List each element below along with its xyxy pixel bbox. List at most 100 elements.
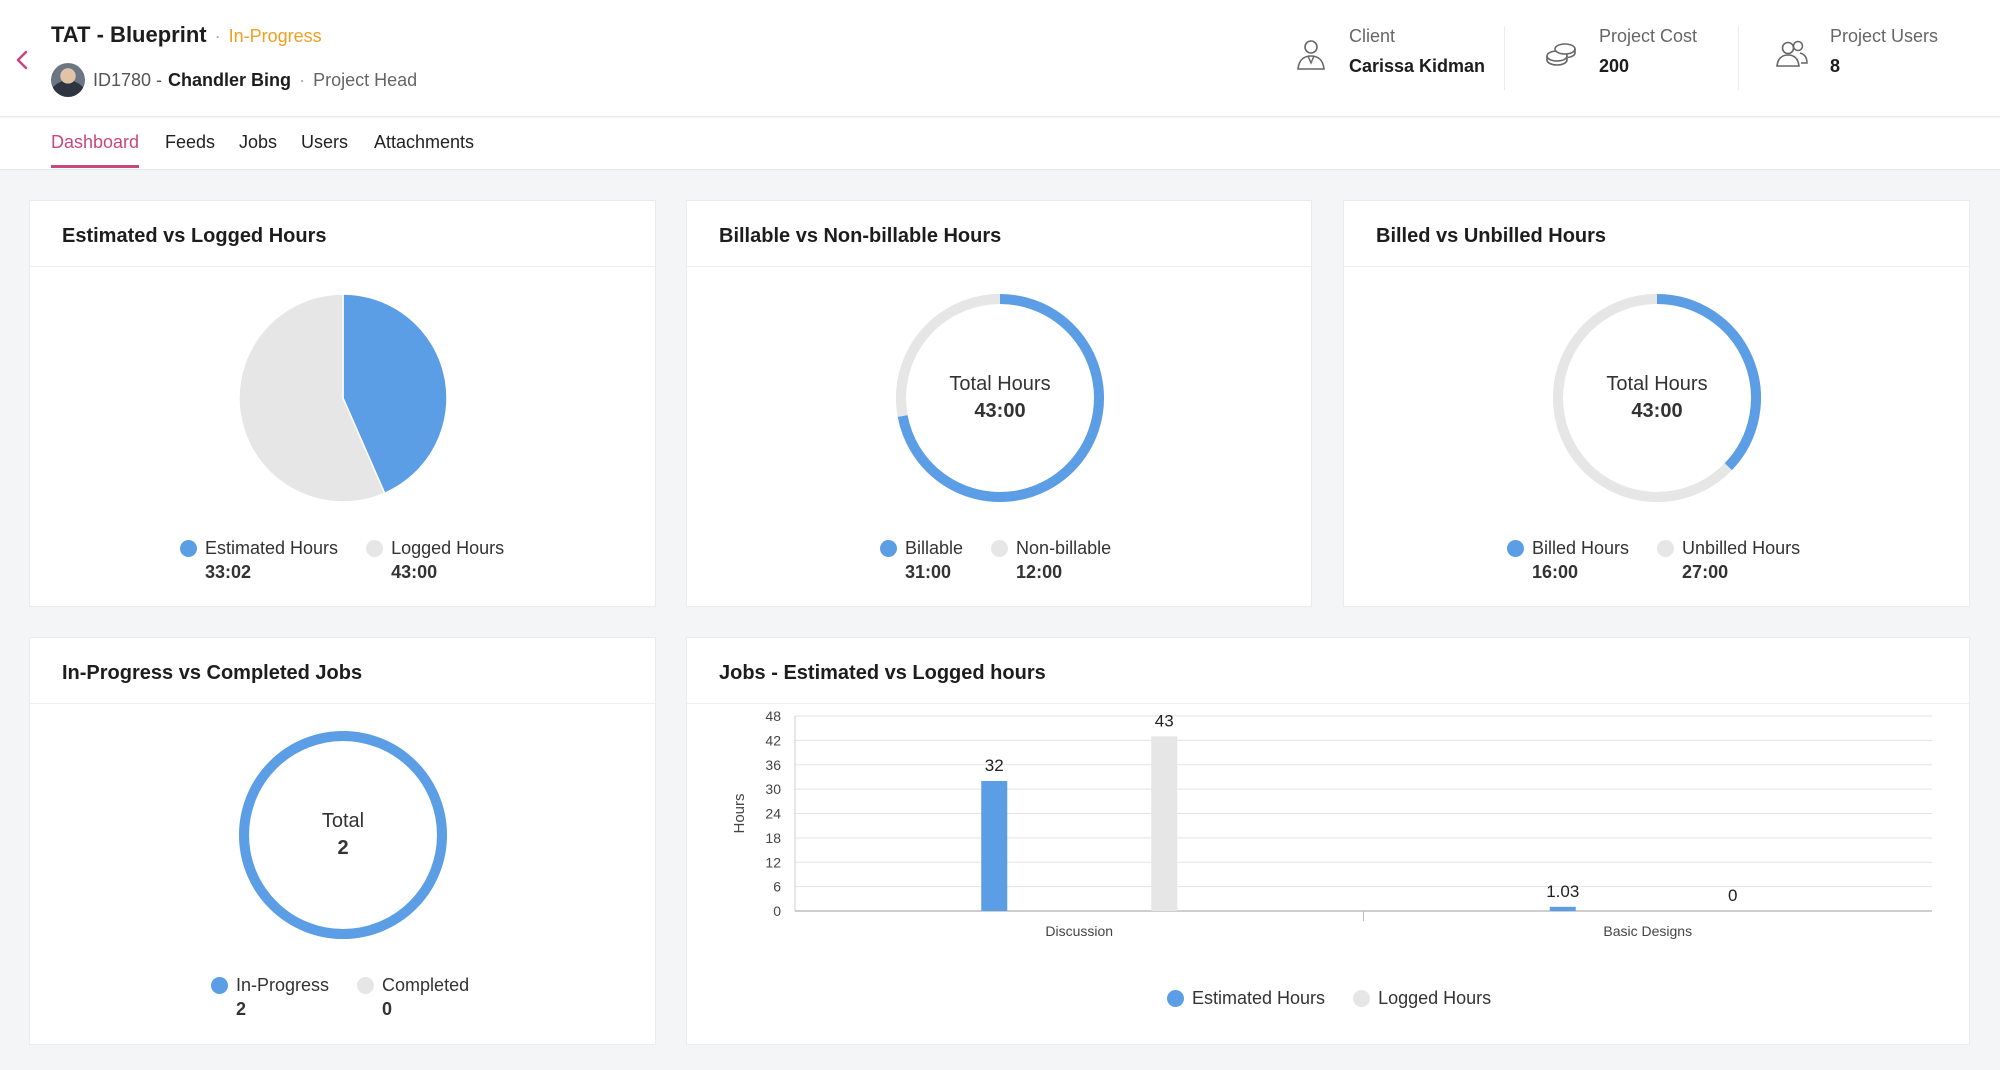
y-tick-label: 6 xyxy=(773,879,781,895)
pie-slice-logged-hours[interactable] xyxy=(238,293,386,503)
client-info: Client Carissa Kidman xyxy=(1293,26,1485,77)
bar-estimated-hours[interactable] xyxy=(1549,906,1576,911)
bar-value-label: 0 xyxy=(1728,886,1737,905)
donut-center: Total Hours 43:00 xyxy=(1553,294,1761,502)
donut-legend: In-Progress 2 Completed 0 xyxy=(211,975,497,1020)
legend-value: 0 xyxy=(382,999,393,1019)
divider xyxy=(1504,26,1505,90)
title-row: TAT - Blueprint · In-Progress xyxy=(51,22,322,48)
donut-center-label: Total Hours xyxy=(1606,373,1708,395)
y-tick-label: 42 xyxy=(765,732,781,748)
legend-label: Logged Hours xyxy=(391,538,505,558)
back-arrow-icon[interactable] xyxy=(10,46,34,74)
owner-row: ID1780 - Chandler Bing · Project Head xyxy=(51,63,417,97)
card-title: Billable vs Non-billable Hours xyxy=(687,201,1311,267)
project-users-label: Project Users xyxy=(1830,26,1939,46)
legend-item-estimated[interactable]: Estimated Hours xyxy=(1167,988,1325,1009)
card-title: Jobs - Estimated vs Logged hours xyxy=(687,638,1969,704)
legend-dot xyxy=(357,977,375,994)
bar-estimated-hours[interactable] xyxy=(981,781,1008,911)
project-cost-label: Project Cost xyxy=(1599,26,1698,46)
legend-label: Logged Hours xyxy=(1378,988,1492,1008)
donut-center: Total Hours 43:00 xyxy=(896,294,1104,502)
y-axis-label: Hours xyxy=(731,793,748,833)
tab-dashboard[interactable]: Dashboard xyxy=(51,132,140,168)
y-tick-label: 48 xyxy=(765,708,781,724)
client-value: Carissa Kidman xyxy=(1349,56,1486,76)
project-users-value: 8 xyxy=(1830,56,1841,76)
bar-value-label: 1.03 xyxy=(1546,882,1579,901)
owner-role: Project Head xyxy=(313,69,418,90)
donut-chart xyxy=(896,294,1104,502)
owner-name[interactable]: Chandler Bing xyxy=(168,69,292,90)
project-cost-info: Project Cost 200 xyxy=(1543,26,1697,77)
legend-item-non-billable[interactable]: Non-billable 12:00 xyxy=(991,538,1111,583)
pie-slice-estimated-hours[interactable] xyxy=(342,293,448,495)
users-icon xyxy=(1776,40,1808,67)
donut-legend: Billed Hours 16:00 Unbilled Hours 27:00 xyxy=(1507,538,1828,583)
y-tick-label: 30 xyxy=(765,781,781,797)
client-icon xyxy=(1297,40,1325,70)
project-title: TAT - Blueprint xyxy=(51,22,207,47)
donut-center-label: Total Hours xyxy=(949,373,1051,395)
legend-label: Billed Hours xyxy=(1532,538,1630,558)
legend-item-logged[interactable]: Logged Hours 43:00 xyxy=(366,538,504,583)
legend-item-unbilled[interactable]: Unbilled Hours 27:00 xyxy=(1657,538,1800,583)
project-cost-value: 200 xyxy=(1599,56,1630,76)
legend-dot xyxy=(1353,990,1371,1007)
project-users-info: Project Users 8 xyxy=(1774,26,1938,77)
estimated-vs-logged-card: Estimated vs Logged Hours Estimated Hour… xyxy=(29,200,656,607)
bar-chart: 0 6 12 18 24 30 36 42 48 Hours Discussion 32 43 Basic… xyxy=(731,708,1932,939)
project-header: TAT - Blueprint · In-Progress ID1780 - C… xyxy=(0,0,2000,117)
legend-dot xyxy=(1507,540,1524,557)
pie-legend: Estimated Hours 33:02 Logged Hours 43:00 xyxy=(180,538,532,583)
tab-jobs[interactable]: Jobs xyxy=(239,132,278,152)
legend-label: Estimated Hours xyxy=(205,538,339,558)
legend-item-in-progress[interactable]: In-Progress 2 xyxy=(211,975,329,1020)
legend-label: Completed xyxy=(382,975,470,995)
donut-center-value: 2 xyxy=(337,837,349,859)
jobs-status-card: In-Progress vs Completed Jobs Total 2 In… xyxy=(29,637,656,1045)
separator-dot: · xyxy=(214,26,221,46)
donut-segment-non-billable[interactable] xyxy=(896,294,1001,417)
donut-center-value: 43:00 xyxy=(1631,400,1683,422)
legend-item-logged[interactable]: Logged Hours xyxy=(1353,988,1491,1009)
legend-item-billed[interactable]: Billed Hours 16:00 xyxy=(1507,538,1629,583)
coins-icon xyxy=(1546,43,1576,66)
legend-label: In-Progress xyxy=(236,975,330,995)
donut-chart xyxy=(239,731,447,939)
legend-dot xyxy=(366,540,384,557)
legend-dot xyxy=(991,540,1009,557)
separator-dot: · xyxy=(299,69,306,90)
legend-value: 33:02 xyxy=(205,562,252,582)
y-tick-label: 36 xyxy=(765,757,781,773)
donut-segment-unbilled-hours[interactable] xyxy=(1553,294,1732,502)
legend-dot xyxy=(1657,540,1675,557)
bar-value-label: 32 xyxy=(985,756,1004,775)
donut-segment-billable[interactable] xyxy=(897,294,1104,502)
project-status: In-Progress xyxy=(228,26,322,46)
legend-item-completed[interactable]: Completed 0 xyxy=(357,975,469,1020)
owner-id: ID1780 - xyxy=(93,69,163,90)
donut-segment-billed-hours[interactable] xyxy=(1656,294,1761,471)
legend-dot xyxy=(180,540,197,557)
donut-center-label: Total xyxy=(321,810,365,832)
tab-users[interactable]: Users xyxy=(301,132,349,152)
legend-value: 43:00 xyxy=(391,562,438,582)
legend-value: 31:00 xyxy=(905,562,952,582)
jobs-donut: Total 2 xyxy=(239,731,447,939)
y-tick-label: 18 xyxy=(765,830,781,846)
avatar[interactable] xyxy=(51,63,85,97)
donut-segment-in-progress[interactable] xyxy=(239,731,447,939)
bar-value-label: 43 xyxy=(1155,711,1174,730)
legend-value: 16:00 xyxy=(1532,562,1579,582)
legend-item-billable[interactable]: Billable 31:00 xyxy=(880,538,963,583)
tab-attachments[interactable]: Attachments xyxy=(374,132,475,152)
divider xyxy=(1738,26,1739,90)
legend-item-estimated[interactable]: Estimated Hours 33:02 xyxy=(180,538,338,583)
bar-logged-hours[interactable] xyxy=(1151,736,1178,911)
legend-label: Unbilled Hours xyxy=(1682,538,1801,558)
tab-feeds[interactable]: Feeds xyxy=(165,132,216,152)
x-tick-label: Basic Designs xyxy=(1603,923,1692,939)
jobs-hours-card: Jobs - Estimated vs Logged hours 0 6 12 18 2… xyxy=(686,637,1970,1045)
